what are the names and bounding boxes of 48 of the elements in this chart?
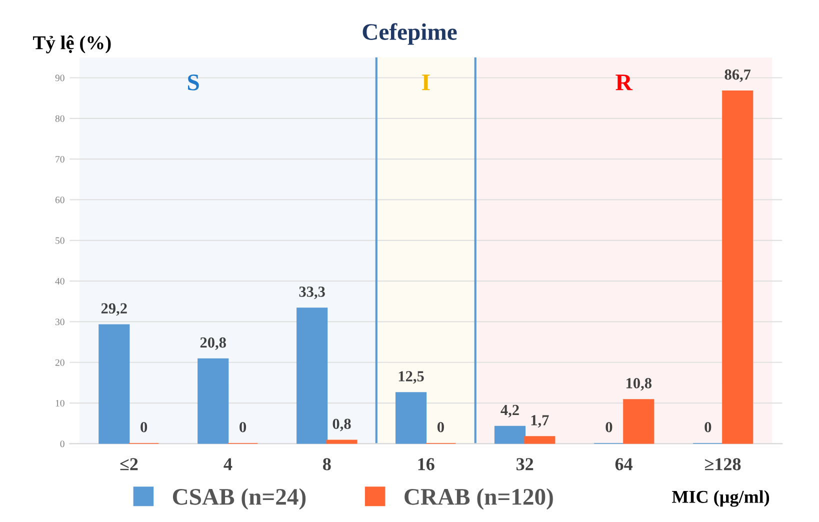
data-label: 10,8 (626, 378, 652, 391)
y-tick-label: 0 (60, 440, 64, 448)
data-label: 0 (140, 422, 148, 432)
bar (722, 90, 754, 444)
x-axis-title: MIC (µg/ml) (672, 490, 770, 507)
data-label: 0,8 (332, 418, 351, 432)
data-label: 0 (240, 422, 246, 432)
data-label: 86,7 (724, 69, 751, 82)
y-tick-label: 40 (55, 278, 64, 285)
bar (296, 308, 328, 444)
data-label: 29,2 (101, 303, 127, 316)
x-tick-label: ≤2 (120, 458, 138, 470)
bar (198, 358, 229, 444)
x-tick-label: 8 (323, 458, 331, 470)
y-tick-label: 30 (55, 318, 64, 326)
data-label: 0 (437, 422, 444, 432)
x-tick-label: 4 (224, 458, 232, 470)
bar (623, 399, 654, 444)
y-tick-label: 60 (55, 196, 64, 204)
bar (98, 324, 130, 444)
band-label: R (616, 74, 633, 90)
data-label: 12,5 (398, 371, 424, 384)
legend-label: CRAB (n=120) (404, 488, 553, 510)
data-label: 33,3 (299, 286, 325, 300)
x-tick-label: 32 (516, 458, 534, 470)
bar (395, 392, 427, 444)
data-label: 20,8 (200, 337, 226, 350)
y-tick-label: 20 (55, 359, 64, 366)
data-label: 0 (704, 422, 712, 432)
y-tick-label: 50 (56, 237, 64, 244)
bar (326, 440, 358, 444)
y-tick-label: 80 (55, 115, 64, 122)
bar (494, 426, 526, 444)
chart-title: Cefepime (362, 23, 457, 45)
data-label: 0 (606, 422, 612, 432)
y-tick-label: 10 (56, 400, 64, 407)
data-label: 4,2 (500, 404, 519, 418)
x-tick-label: ≥128 (705, 458, 741, 470)
y-axis-title: Tỷ lệ (%) (33, 35, 111, 54)
x-tick-label: 16 (418, 458, 434, 470)
data-label: 1,7 (531, 415, 549, 428)
band-label: I (422, 74, 430, 90)
y-tick-label: 70 (56, 156, 64, 163)
bar (524, 436, 556, 444)
legend-label: CSAB (n=24) (172, 488, 306, 510)
y-tick-label: 90 (55, 74, 64, 82)
x-tick-label: 64 (615, 458, 632, 470)
band-label: S (188, 74, 199, 90)
